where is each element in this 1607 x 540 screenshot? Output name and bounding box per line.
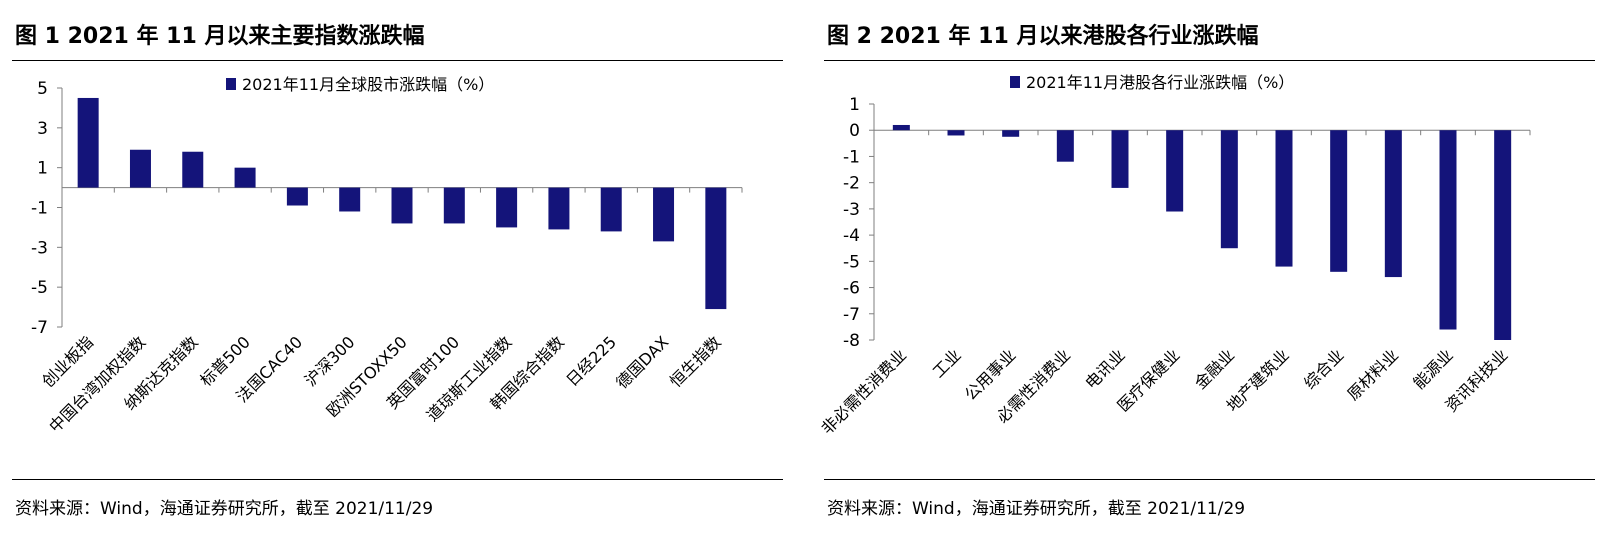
bar [443,187,465,224]
y-tick-label: 3 [37,119,48,139]
bar [1056,130,1074,162]
category-label: 日经225 [562,332,620,390]
bar [705,187,727,310]
bar [182,151,204,188]
category-label: 工业 [929,345,965,381]
bar [1220,130,1238,249]
y-tick-label: -3 [31,238,48,258]
bar [892,124,910,131]
y-tick-label: -6 [843,279,860,299]
bar [1002,130,1020,137]
y-tick-label: -7 [31,318,48,338]
y-tick-label: 1 [37,159,48,179]
bar [1275,130,1293,267]
figure-1-source: 资料来源：Wind，海通证券研究所，截至 2021/11/29 [15,499,434,519]
bar [339,187,361,212]
category-label: 原材料业 [1343,345,1402,404]
category-label: 恒生指数 [666,332,725,391]
figure-2-title: 图 2 2021 年 11 月以来港股各行业涨跌幅 [827,24,1259,49]
legend-swatch [1010,76,1020,88]
bar [548,187,570,230]
figure-2-source: 资料来源：Wind，海通证券研究所，截至 2021/11/29 [827,499,1246,519]
figure-1-title: 图 1 2021 年 11 月以来主要指数涨跌幅 [15,24,425,49]
y-tick-label: 5 [37,79,48,99]
category-label: 中国台湾加权指数 [45,332,149,436]
legend-swatch [226,78,236,90]
bar [391,187,413,224]
bar [77,97,99,188]
y-tick-label: -8 [843,331,860,351]
category-label: 综合业 [1300,345,1347,392]
y-tick-label: -1 [31,199,48,219]
y-tick-label: -4 [843,226,860,246]
bar [1166,130,1184,212]
figure-2-panel: 图 2 2021 年 11 月以来港股各行业涨跌幅 1 0 -1 -2 -3 -4 -5 -6… [812,0,1607,540]
bar [1330,130,1348,272]
category-label: 非必需性消费业 [818,345,911,438]
figure-2-bottom-rule [824,479,1595,480]
bar [286,187,308,206]
category-label: 能源业 [1409,345,1456,392]
y-tick-label: 0 [849,121,860,141]
y-tick-label: -2 [843,174,860,194]
y-tick-label: -5 [843,252,860,272]
figure-1-panel: 图 1 2021 年 11 月以来主要指数涨跌幅 5 3 1 -1 -3 -5 -7 创业板指… [0,0,795,540]
bar [1384,130,1402,278]
y-tick-label: -1 [843,147,860,167]
figure-1-bar-chart: 531-1-3-5-7创业板指中国台湾加权指数纳斯达克指数标普500法国CAC4… [31,75,743,436]
legend-label: 2021年11月港股各行业涨跌幅（%） [1026,73,1294,92]
category-label: 德国DAX [612,332,672,392]
bar [600,187,622,232]
bar [653,187,675,242]
y-tick-label: -3 [843,200,860,220]
figure-1-top-rule [12,60,783,61]
bar [234,167,256,188]
bar [1494,130,1512,340]
y-tick-label: -7 [843,305,860,325]
category-label: 电讯业 [1081,345,1128,392]
figure-2-top-rule [824,60,1595,61]
category-label: 金融业 [1191,345,1238,392]
bar [1439,130,1457,330]
legend-label: 2021年11月全球股市涨跌幅（%） [242,75,494,94]
figure-1-bottom-rule [12,479,783,480]
y-tick-label: 1 [849,95,860,115]
bar [496,187,518,228]
bar [947,130,965,136]
y-tick-label: -5 [31,278,48,298]
bar [129,149,151,188]
bar [1111,130,1129,188]
